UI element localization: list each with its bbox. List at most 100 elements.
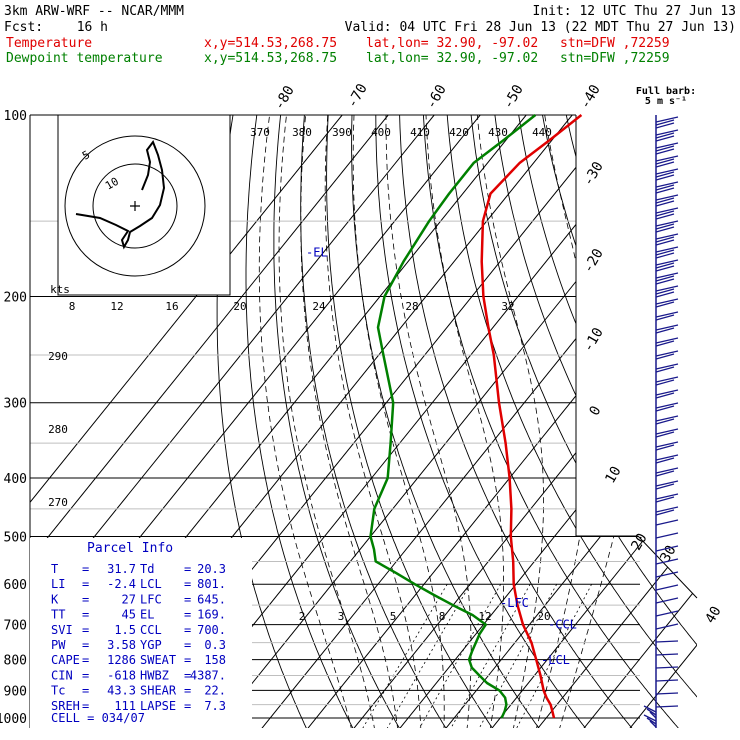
- wind-barb: [655, 259, 679, 272]
- wind-barb: [655, 545, 679, 552]
- wind-barb: [655, 181, 679, 194]
- mixing-ratio-label: 2: [299, 610, 306, 623]
- wind-barb: [655, 428, 679, 438]
- forecast-label: Fcst:: [4, 20, 43, 35]
- wind-barb-feather: [655, 187, 675, 194]
- wind-barb-feather: [655, 623, 679, 630]
- dry-adiabat: [422, 115, 682, 728]
- isotherm-label: 20: [628, 531, 650, 554]
- dry-adiabat: [709, 115, 740, 731]
- wind-barb-feather: [655, 207, 679, 214]
- wind-barb-column: [643, 115, 679, 728]
- isotherm-line: [397, 115, 697, 728]
- parcel-param-value: 645.: [197, 592, 226, 606]
- moist-adiabat: [300, 115, 399, 728]
- wind-barb: [655, 519, 679, 526]
- dry-adiabat-label: 280: [48, 423, 68, 436]
- pressure-label: 200: [4, 291, 27, 306]
- wind-barb-feather: [655, 142, 679, 149]
- wind-barb-feather: [655, 692, 679, 695]
- wind-barb-feather: [655, 392, 675, 399]
- wind-barb-feather: [655, 158, 675, 165]
- isotherm-label: -40: [577, 82, 604, 112]
- wind-barb-feather: [655, 493, 679, 500]
- wind-barb: [655, 705, 679, 708]
- mixing-ratio-label: 5: [390, 610, 397, 623]
- hodograph-units-label: kts: [50, 283, 70, 296]
- wind-barb-feather: [655, 679, 679, 682]
- wind-barb-feather: [643, 714, 657, 722]
- wind-barb-feather: [655, 311, 679, 318]
- parcel-param-name: SREH: [51, 699, 80, 713]
- pressure-label: 100: [4, 109, 27, 124]
- mixing-ratio-line: [417, 584, 502, 728]
- mixing-ratio-line: [360, 583, 448, 728]
- wind-barb: [655, 640, 679, 643]
- hodograph-center: [130, 201, 140, 211]
- isotherm-line: [443, 115, 697, 728]
- theta-label: 440: [532, 126, 552, 139]
- dry-adiabat: [300, 115, 448, 728]
- wind-barb-feather: [655, 116, 679, 123]
- parcel-param-name: LAPSE: [140, 699, 176, 713]
- wind-barb-feather: [655, 532, 679, 539]
- dry-adiabat-label: 270: [48, 496, 68, 509]
- parcel-info-rows: T = 31.7 Td = 20.3 LI = -2.4 LCL = 801. K = 27 LFC = 645.…: [51, 562, 226, 713]
- parcel-info-box: Parcel Info T = 31.7 Td = 20.3 LI = -2.4 LCL = 801.…: [30, 538, 252, 728]
- wind-barb-feather: [655, 236, 675, 243]
- wind-barb-feather: [655, 480, 679, 487]
- wind-barb-feather: [655, 301, 675, 308]
- wind-barb-feather: [655, 252, 675, 259]
- parcel-equals: =: [82, 608, 89, 622]
- wind-barb-feather: [655, 519, 679, 526]
- wind-barb-feather: [655, 132, 675, 139]
- wind-barb: [655, 194, 679, 207]
- dry-adiabat: [245, 115, 355, 728]
- dry-adiabat: [351, 115, 542, 728]
- wind-barb-feather: [655, 610, 679, 617]
- moist-adiabat: [476, 115, 544, 728]
- parcel-equals: =: [184, 623, 191, 637]
- theta-label: 420: [449, 126, 469, 139]
- wind-barb-feather: [655, 366, 675, 373]
- parcel-param-value: 3.58: [107, 638, 136, 652]
- mixing-ratio-line: [449, 584, 531, 728]
- parcel-param-value: 801.: [197, 577, 226, 591]
- parcel-info-row: K = 27 LFC = 645.: [51, 592, 226, 606]
- wind-barb-feather: [655, 223, 675, 230]
- wind-barb: [655, 272, 679, 285]
- parcel-param-value: 31.7: [107, 562, 136, 576]
- forecast-hour: 16 h: [77, 20, 108, 35]
- wind-barb: [655, 298, 679, 308]
- wind-barb-feather: [655, 597, 679, 604]
- wind-barb-feather: [655, 571, 679, 578]
- wind-barb: [655, 142, 679, 155]
- isotherm-line: [535, 115, 697, 728]
- parcel-param-name: LCL: [140, 577, 162, 591]
- parcel-info-row: LI = -2.4 LCL = 801.: [51, 577, 226, 591]
- hodograph-ring-outer: [64, 135, 206, 277]
- wind-barb: [655, 129, 679, 142]
- moist-adiabat: [558, 115, 657, 728]
- parcel-param-name: HWBZ: [140, 668, 169, 682]
- wind-barb-feather: [655, 350, 679, 357]
- parcel-equals: =: [82, 562, 89, 576]
- pressure-label: 900: [4, 684, 27, 699]
- wind-barb-feather: [655, 496, 675, 503]
- wind-barb-feather: [655, 379, 675, 386]
- isotherm-line: [581, 115, 697, 728]
- temperature-station: stn=DFW ,72259: [560, 36, 670, 51]
- wind-barb: [655, 441, 679, 451]
- wind-barb-feather: [649, 711, 657, 719]
- wind-barb: [655, 623, 679, 630]
- parcel-info-row: Tc = 43.3 SHEAR = 22.: [51, 684, 226, 698]
- wind-barb: [655, 480, 679, 490]
- ccl-marker: -CCL: [548, 618, 577, 632]
- parcel-param-name: SWEAT: [140, 653, 176, 667]
- wind-barb: [655, 285, 679, 298]
- wind-barb: [655, 692, 679, 695]
- mixing-ratio-label: 3: [338, 610, 345, 623]
- parcel-param-name: TT: [51, 608, 65, 622]
- wind-barb-feather: [655, 640, 679, 643]
- wind-barb-feather: [655, 324, 679, 331]
